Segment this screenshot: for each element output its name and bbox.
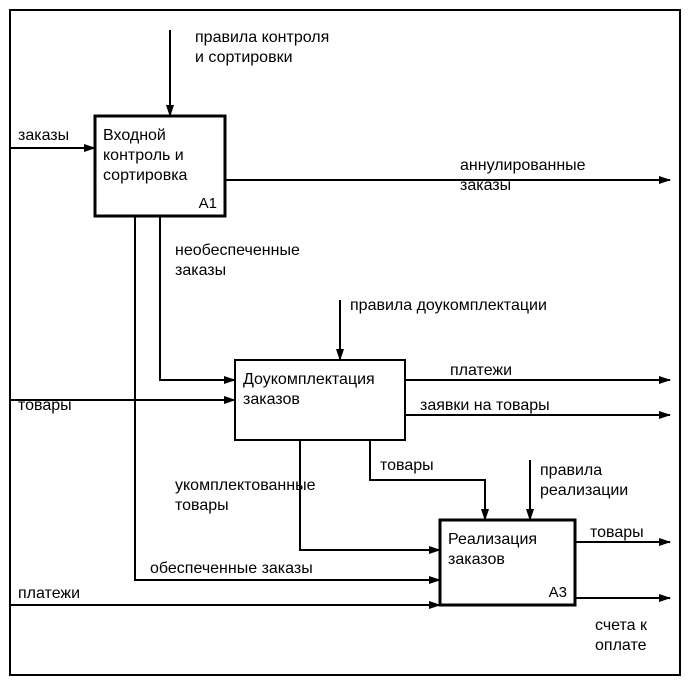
node-A2-line-0: Доукомплектация xyxy=(243,371,375,388)
label-8-0: товары xyxy=(380,457,434,474)
label-13-0: товары xyxy=(590,524,644,541)
node-A3-line-1: заказов xyxy=(448,551,505,568)
edge-3 xyxy=(160,216,235,380)
node-A1-line-1: контроль и xyxy=(103,147,184,164)
label-3-1: заказы xyxy=(175,262,226,279)
node-A1-line-0: Входной xyxy=(103,127,166,144)
node-A3: Реализация заказов A3 xyxy=(440,520,575,605)
label-5-0: товары xyxy=(18,397,72,414)
label-9-1: товары xyxy=(175,497,229,514)
label-4-0: правила доукомплектации xyxy=(350,297,547,314)
diagram-frame xyxy=(10,10,680,675)
label-2-1: заказы xyxy=(460,177,511,194)
label-3-0: необеспеченные xyxy=(175,242,300,259)
node-A1: Входной контроль и сортировка A1 xyxy=(95,116,225,216)
label-0-0: правила контроля xyxy=(195,29,329,46)
label-14-0: счета к xyxy=(595,617,648,634)
label-7-0: заявки на товары xyxy=(420,397,550,414)
label-10-1: реализации xyxy=(540,482,628,499)
node-A1-line-2: сортировка xyxy=(103,167,188,184)
label-1-0: заказы xyxy=(18,127,69,144)
label-11-0: обеспеченные заказы xyxy=(150,560,313,577)
node-A1-id: A1 xyxy=(199,195,217,212)
node-A2: Доукомплектация заказов xyxy=(235,360,405,440)
label-10-0: правила xyxy=(540,462,602,479)
node-A3-line-0: Реализация xyxy=(448,531,537,548)
node-A3-id: A3 xyxy=(549,584,567,601)
edge-9 xyxy=(370,440,485,520)
node-A2-line-1: заказов xyxy=(243,391,300,408)
label-6-0: платежи xyxy=(450,362,512,379)
label-14-1: оплате xyxy=(595,637,647,654)
label-2-0: аннулированные xyxy=(460,157,586,174)
label-12-0: платежи xyxy=(18,585,80,602)
label-9-0: укомплектованные xyxy=(175,477,316,494)
label-0-1: и сортировки xyxy=(195,49,293,66)
